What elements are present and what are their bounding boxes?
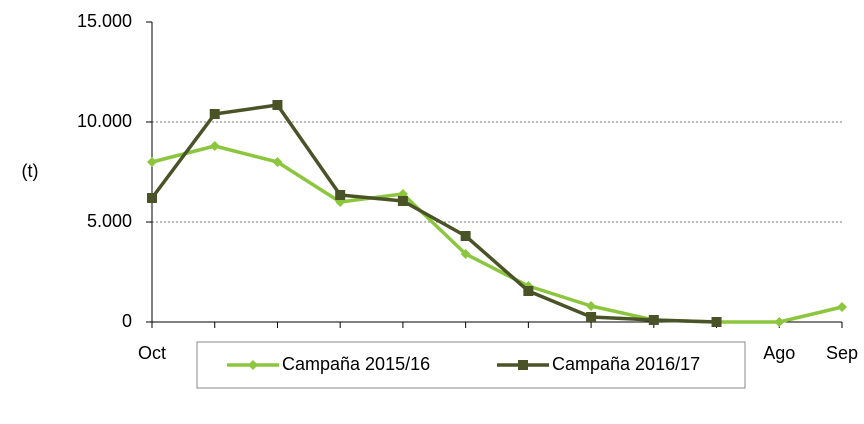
data-point: [272, 157, 283, 167]
data-point: [586, 312, 597, 322]
data-point: [335, 190, 346, 200]
data-point: [523, 286, 534, 296]
legend-box: [196, 341, 746, 389]
x-tick-label: Ago: [763, 343, 795, 363]
data-point: [460, 249, 471, 259]
data-point: [460, 231, 471, 241]
data-point: [586, 301, 597, 311]
x-tick-label: Oct: [138, 343, 166, 363]
data-point: [147, 193, 157, 203]
series-line: [151, 144, 843, 324]
data-point: [837, 302, 847, 312]
data-point: [209, 109, 220, 119]
series-line: [150, 103, 717, 324]
legend-label: Campaña 2016/17: [552, 354, 700, 374]
data-point: [272, 100, 283, 110]
y-tick-label: 0: [122, 311, 132, 331]
y-axis-label: (t): [22, 161, 39, 181]
data-point: [209, 141, 220, 151]
y-tick-label: 5.000: [87, 211, 132, 231]
legend-marker: [518, 360, 528, 370]
data-point: [648, 315, 659, 325]
x-tick-label: Sep: [826, 343, 858, 363]
data-point: [147, 157, 157, 167]
data-point: [397, 196, 408, 206]
y-tick-label: 10.000: [77, 111, 132, 131]
y-tick-label: 15.000: [77, 11, 132, 31]
legend-label: Campaña 2015/16: [282, 354, 430, 374]
data-point: [711, 317, 722, 327]
data-point: [774, 317, 785, 327]
legend-marker: [248, 360, 258, 370]
